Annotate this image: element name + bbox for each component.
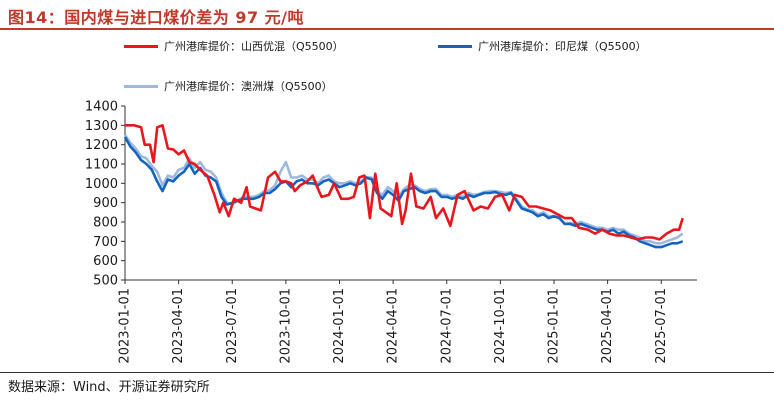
y-tick-label: 600 [93, 254, 118, 269]
x-tick-label: 2025-07-01 [654, 288, 669, 364]
y-axis: 500 600 700 800 900 1000 1100 1200 1300 1400 [85, 100, 126, 289]
legend-label-shanxi: 广州港库提价：山西优混（Q5500） [164, 40, 344, 53]
y-tick-label: 700 [93, 235, 118, 250]
legend-label-australia: 广州港库提价：澳洲煤（Q5500） [164, 80, 333, 93]
series-line-indonesia [123, 136, 684, 249]
source-note: 数据来源：Wind、开源证券研究所 [8, 380, 210, 395]
x-tick-label: 2025-01-01 [547, 288, 562, 364]
x-tick-label: 2023-07-01 [225, 288, 240, 364]
legend-label-indonesia: 广州港库提价：印尼煤（Q5500） [478, 40, 647, 53]
y-tick-label: 1300 [85, 119, 118, 134]
y-tick-label: 1100 [85, 158, 118, 173]
legend-item-indonesia: 广州港库提价：印尼煤（Q5500） [438, 38, 647, 54]
legend-item-shanxi: 广州港库提价：山西优混（Q5500） [124, 38, 344, 54]
x-tick-label: 2025-04-01 [600, 288, 615, 364]
x-tick-label: 2023-01-01 [118, 288, 133, 364]
legend-swatch-indonesia [438, 44, 472, 48]
x-tick-label: 2024-10-01 [493, 288, 508, 364]
y-tick-label: 500 [93, 274, 118, 289]
legend-swatch-shanxi [124, 44, 158, 48]
x-tick-label: 2023-04-01 [171, 288, 186, 364]
y-tick-label: 1000 [85, 177, 118, 192]
figure-title: 图14：国内煤与进口煤价差为 97 元/吨 [8, 8, 305, 27]
x-tick-label: 2024-04-01 [386, 288, 401, 364]
series-line-shanxi [125, 124, 684, 241]
legend-swatch-australia [124, 84, 158, 88]
bottom-rule [0, 372, 774, 373]
y-tick-label: 800 [93, 216, 118, 231]
legend-item-australia: 广州港库提价：澳洲煤（Q5500） [124, 78, 333, 94]
y-tick-label: 1400 [85, 100, 118, 115]
series-line-australia [123, 134, 684, 245]
x-tick-label: 2024-07-01 [439, 288, 454, 364]
y-tick-label: 900 [93, 196, 118, 211]
x-tick-label: 2024-01-01 [332, 288, 347, 364]
x-tick-label: 2023-10-01 [278, 288, 293, 364]
series-group [123, 124, 684, 249]
y-tick-label: 1200 [85, 138, 118, 153]
title-rule [0, 28, 774, 30]
x-axis: 2023-01-01 2023-04-01 2023-07-01 2023-10-01… [118, 279, 697, 364]
